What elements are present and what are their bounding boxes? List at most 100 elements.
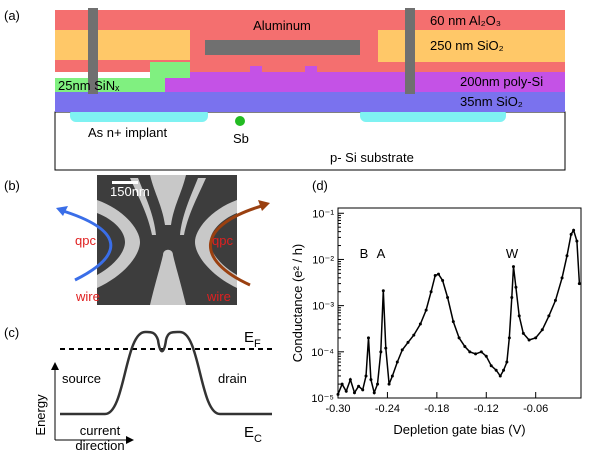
layer-sio2-thick [55,30,190,60]
electron-path [208,203,266,287]
data-point [384,346,388,350]
data-point [379,350,383,354]
data-point [479,350,483,354]
data-point [406,340,410,344]
chart: 10⁻⁵ 10⁻⁴ 10⁻³ 10⁻² 10⁻¹ -0.30 -0.24 -0.18 -0.12… [290,207,582,437]
data-point [534,336,538,340]
data-point [418,322,422,326]
layer-polysi [165,66,565,92]
annotation: B [360,246,369,261]
data-point [348,378,352,382]
data-point [424,308,428,312]
label: 60 nm Al₂O₃ [430,13,501,28]
data-point [468,350,472,354]
data-point [336,392,340,396]
data-point [560,276,564,280]
label: Sb [233,131,249,146]
label: 25nm SiNₓ [58,78,120,93]
label: As n+ implant [88,125,168,140]
data-point [494,368,498,372]
data-point [547,314,551,318]
x-tick-label: -0.12 [474,403,499,415]
sem-gates [97,175,237,305]
data-point [366,336,370,340]
data-point [463,345,467,349]
electron-path [59,208,113,282]
label: p- Si substrate [330,150,414,165]
data-point [361,388,365,392]
data-point [505,360,509,364]
panel-label: (b) [4,178,20,193]
data-line [337,228,581,396]
y-tick-label: 10⁻⁴ [311,347,334,359]
panel-label: (c) [4,325,19,340]
label: 200nm poly-Si [460,74,543,89]
data-point [381,289,385,293]
label: Aluminum [253,18,311,33]
label: 250 nm SiO₂ [430,38,504,53]
data-point [553,298,557,302]
data-point [344,389,348,393]
panel-label: (a) [4,8,20,23]
data-point [352,391,356,395]
data-point [577,282,581,286]
y-tick-label: 10⁻² [312,254,334,266]
layer-sio2-thin [55,92,565,112]
y-axis-label: Conductance (e² / h) [290,244,305,363]
data-point [575,239,579,243]
aluminum-gate [205,40,360,55]
data-point [433,273,437,277]
x-tick-label: -0.06 [523,403,548,415]
data-point [436,272,440,276]
data-point [521,331,525,335]
data-point [507,336,511,340]
data-point [572,228,576,232]
label: 35nm SiO₂ [460,94,523,109]
data-point [565,254,569,258]
data-point [357,384,361,388]
sem-label: wire [206,289,231,304]
axis-label: Energy [33,394,48,436]
y-tick-label: 10⁻⁵ [311,393,334,405]
data-point [474,352,478,356]
data-point [376,382,380,386]
data-point [517,314,521,318]
data-point [511,265,515,269]
data-point [387,382,391,386]
data-point [429,290,433,294]
sem-label: qpc [212,233,233,248]
data-point [395,360,399,364]
data-point [498,374,502,378]
y-tick-label: 10⁻³ [312,301,334,313]
data-point [372,391,376,395]
data-point [569,232,573,236]
region-label: source [62,371,101,386]
data-point [457,336,461,340]
panel-label: (d) [312,178,328,193]
aluminum-contact [405,8,415,94]
data-point [489,364,493,368]
conduction-band [60,330,272,416]
sem-label: qpc [75,233,96,248]
arrow-head [258,200,270,211]
arrow-head [126,436,134,444]
arrow-head [56,206,68,216]
x-tick-label: -0.30 [325,403,350,415]
layer-sinx [150,62,190,78]
data-point [441,279,445,283]
x-tick-label: -0.24 [375,403,400,415]
annotation: A [377,246,386,261]
data-point [412,333,416,337]
x-axis-label: Depletion gate bias (V) [393,422,525,437]
data-point [527,338,531,342]
data-point [484,354,488,358]
x-tick-label: -0.18 [424,403,449,415]
data-point [502,368,506,372]
data-point [540,328,544,332]
region-label: drain [218,371,247,386]
aluminum-contact [88,8,98,94]
plot-frame [337,207,582,399]
annotation: W [506,246,519,261]
data-point [446,295,450,299]
data-point [364,374,368,378]
